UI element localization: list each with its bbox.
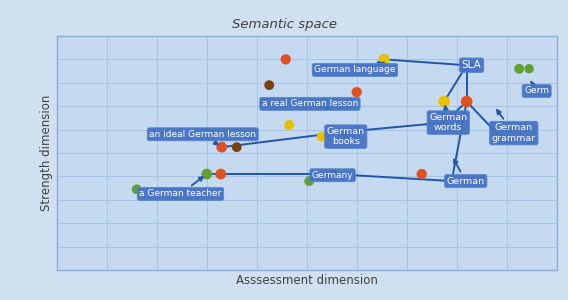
Text: German
books: German books xyxy=(327,127,365,146)
Text: an ideal German lesson: an ideal German lesson xyxy=(149,130,256,145)
Text: German: German xyxy=(446,160,485,186)
Point xyxy=(285,122,294,127)
Point xyxy=(202,172,211,176)
Point xyxy=(340,130,349,134)
Point xyxy=(352,90,361,94)
Point xyxy=(525,66,534,71)
Point xyxy=(217,145,226,149)
Text: a German teacher: a German teacher xyxy=(139,177,222,199)
Text: German
grammar: German grammar xyxy=(492,110,536,143)
Point xyxy=(329,172,339,176)
Point xyxy=(216,172,225,176)
Text: a real German lesson: a real German lesson xyxy=(262,99,358,110)
Point xyxy=(265,83,274,88)
Y-axis label: Strength dimension: Strength dimension xyxy=(40,95,53,211)
Point xyxy=(317,134,326,139)
Text: German language: German language xyxy=(314,62,395,74)
Text: Semantic space: Semantic space xyxy=(232,18,336,31)
Point xyxy=(417,172,426,176)
Text: German
words: German words xyxy=(429,106,467,132)
Point xyxy=(132,187,141,192)
Point xyxy=(379,57,389,62)
Point xyxy=(232,145,241,149)
Text: Germany: Germany xyxy=(312,171,353,180)
X-axis label: Asssessment dimension: Asssessment dimension xyxy=(236,274,378,287)
Text: Germ: Germ xyxy=(524,82,549,95)
Point xyxy=(304,179,314,184)
Point xyxy=(462,99,471,104)
Point xyxy=(281,57,290,62)
Point xyxy=(515,66,524,71)
Point xyxy=(440,99,449,104)
Text: SLA: SLA xyxy=(462,60,482,70)
